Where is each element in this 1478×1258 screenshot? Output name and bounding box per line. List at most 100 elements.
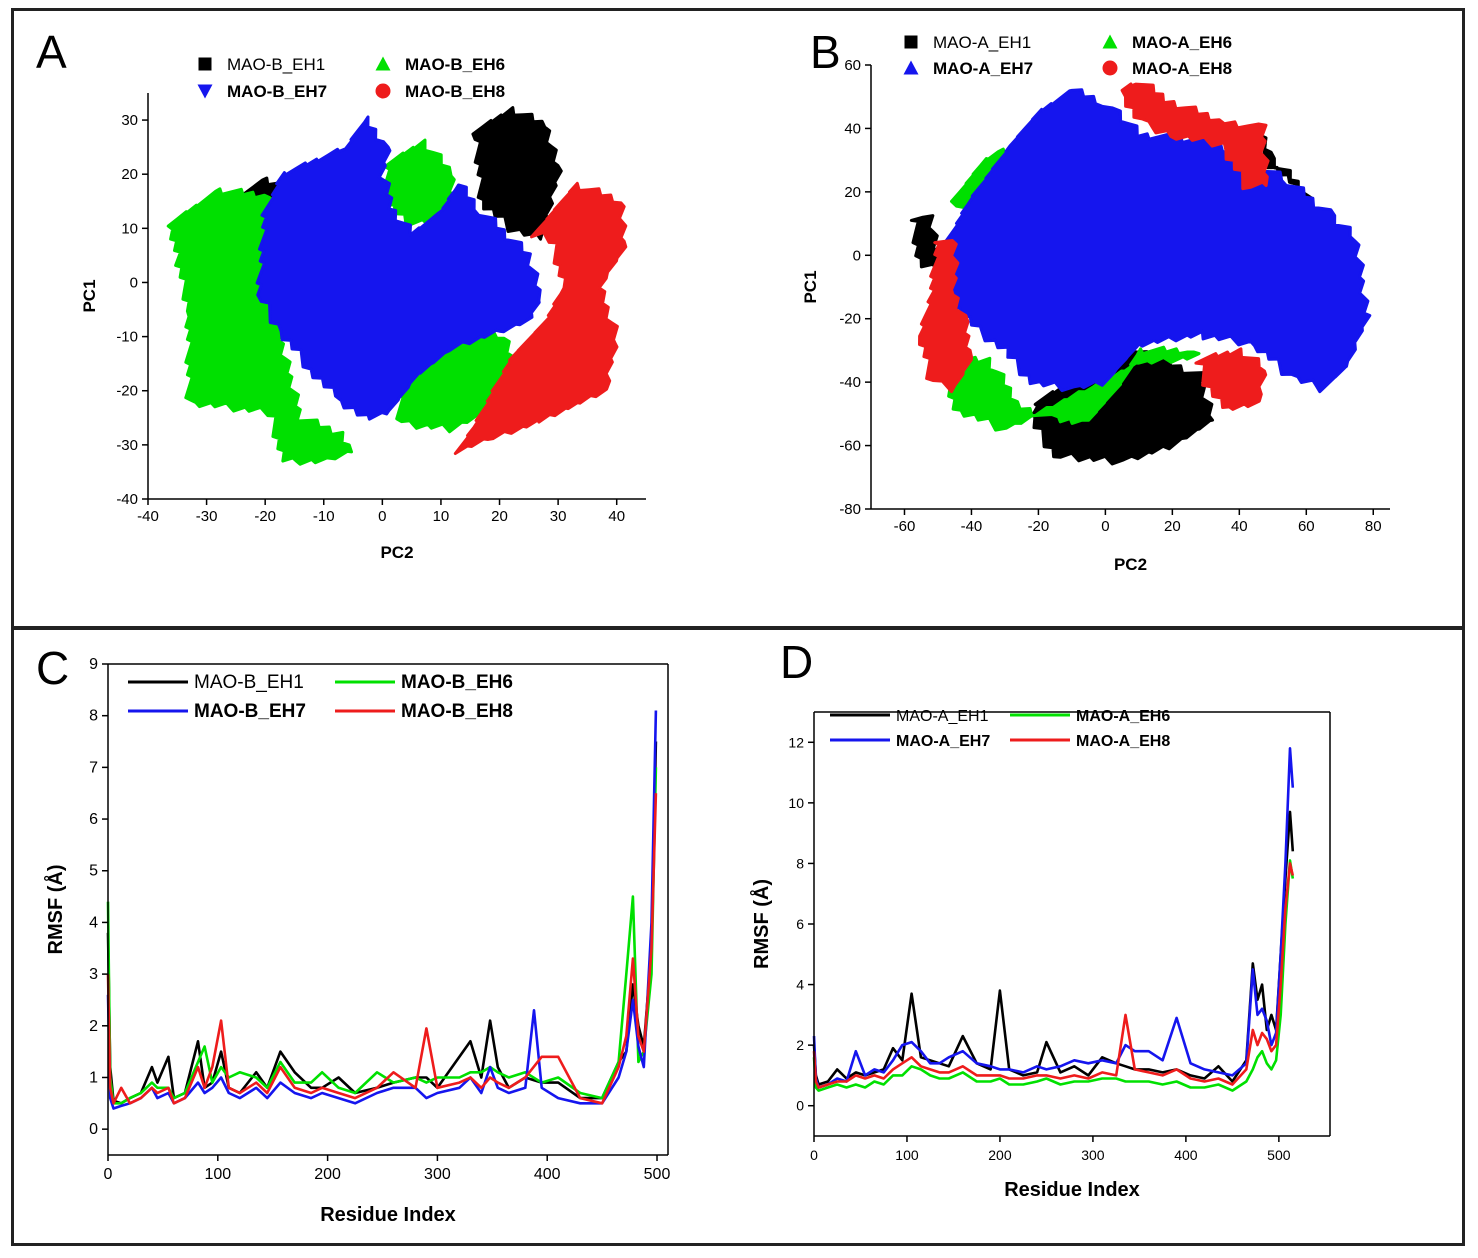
panel-b: B -60 -40 -20 0 20 40 60 80 -80 -60 -40 -20 0 20 40 60 PC… <box>801 26 1390 574</box>
x-tick-label: -10 <box>313 508 335 525</box>
legend-label: MAO-A_EH6 <box>1132 33 1232 52</box>
panel-a: A -40 -30 -20 -10 0 10 20 30 40 -40 -30 -20 -10 0 10 20 3… <box>36 26 646 562</box>
series-line-mao-b_eh1 <box>106 741 658 1105</box>
plot-area <box>106 710 658 1110</box>
legend-item: MAO-B_EH1 <box>128 672 304 693</box>
x-axis-label: Residue Index <box>1004 1179 1140 1201</box>
series-line-mao-b_eh8 <box>106 793 658 1105</box>
point-cloud-mao-a_eh8-1 <box>1120 82 1270 191</box>
legend-item: MAO-A_EH8 <box>1102 59 1232 78</box>
y-tick-label: 40 <box>844 120 861 137</box>
legend-label: MAO-A_EH6 <box>1076 708 1170 725</box>
y-tick-label: 4 <box>89 914 98 931</box>
y-tick-label: 2 <box>796 1037 804 1053</box>
x-tick-label: -20 <box>1028 518 1050 535</box>
point-cloud-mao-b_eh7-0 <box>255 115 542 421</box>
x-tick-label: 0 <box>1101 518 1109 535</box>
y-tick-label: 0 <box>796 1098 804 1114</box>
legend-label: MAO-B_EH7 <box>227 82 327 101</box>
panel-letter: B <box>810 26 841 78</box>
series-line-mao-a_eh7 <box>812 747 1295 1089</box>
x-tick-label: 60 <box>1298 518 1315 535</box>
point-cloud-mao-b_eh8-0 <box>453 181 628 455</box>
y-tick-label: 6 <box>796 916 804 932</box>
x-tick-label: 0 <box>378 508 386 525</box>
y-tick-label: 3 <box>89 966 98 983</box>
x-tick-label: 500 <box>644 1166 671 1183</box>
y-tick-label: 10 <box>788 795 804 811</box>
y-tick-label: -20 <box>116 383 138 400</box>
x-tick-label: 100 <box>204 1166 231 1183</box>
y-tick-label: 9 <box>89 656 98 673</box>
legend-label: MAO-B_EH1 <box>227 55 325 74</box>
x-tick-label: 40 <box>1231 518 1248 535</box>
legend: MAO-B_EH1 MAO-B_EH6 MAO-B_EH7 MAO-B_EH8 <box>197 55 505 101</box>
x-tick-label: 80 <box>1365 518 1382 535</box>
x-tick-label: 10 <box>433 508 450 525</box>
y-tick-label: -40 <box>116 491 138 508</box>
x-tick-label: 0 <box>810 1147 818 1163</box>
y-axis-label: PC1 <box>801 270 820 303</box>
y-tick-label: 30 <box>121 112 138 129</box>
y-tick-label: 8 <box>796 855 804 871</box>
legend-marker <box>1102 60 1118 76</box>
y-tick-label: 0 <box>130 274 138 291</box>
legend-item: MAO-A_EH1 <box>830 708 989 725</box>
x-tick-label: 20 <box>491 508 508 525</box>
panel-letter: A <box>36 26 67 78</box>
legend-label: MAO-A_EH8 <box>1076 733 1170 750</box>
x-tick-label: 400 <box>534 1166 561 1183</box>
x-tick-label: 40 <box>608 508 625 525</box>
x-tick-label: 200 <box>314 1166 341 1183</box>
x-tick-label: 500 <box>1267 1147 1291 1163</box>
legend-label: MAO-A_EH1 <box>896 708 989 725</box>
legend: MAO-A_EH1 MAO-A_EH6 MAO-A_EH7 MAO-A_EH8 <box>903 33 1232 78</box>
legend-item: MAO-A_EH6 <box>1102 33 1232 52</box>
legend-item: MAO-A_EH1 <box>904 33 1031 52</box>
x-tick-label: -40 <box>137 508 159 525</box>
legend-label: MAO-B_EH8 <box>405 82 505 101</box>
y-tick-label: 0 <box>89 1121 98 1138</box>
legend-label: MAO-B_EH6 <box>405 55 505 74</box>
plot-area <box>812 747 1295 1092</box>
y-tick-label: -80 <box>839 501 861 518</box>
legend-item: MAO-A_EH8 <box>1010 733 1170 750</box>
legend-marker <box>1102 34 1118 49</box>
y-axis-label: RMSF (Å) <box>749 879 773 969</box>
x-tick-label: 30 <box>550 508 567 525</box>
y-tick-label: 8 <box>89 708 98 725</box>
legend-item: MAO-B_EH1 <box>198 55 325 74</box>
plot-area <box>909 82 1372 466</box>
legend-label: MAO-A_EH1 <box>933 33 1031 52</box>
legend: MAO-B_EH1 MAO-B_EH6 MAO-B_EH7 MAO-B_EH8 <box>128 672 513 722</box>
y-tick-label: -30 <box>116 437 138 454</box>
legend-label: MAO-B_EH8 <box>401 701 513 722</box>
legend-item: MAO-B_EH6 <box>375 55 505 74</box>
legend-item: MAO-B_EH6 <box>335 672 513 693</box>
y-tick-label: 0 <box>853 247 861 264</box>
x-tick-label: 200 <box>988 1147 1012 1163</box>
x-axis-label: PC2 <box>1114 555 1147 574</box>
bottom-panels-frame <box>11 626 1465 1246</box>
series-line-mao-a_eh8 <box>812 862 1295 1089</box>
x-tick-label: 300 <box>424 1166 451 1183</box>
y-tick-label: 6 <box>89 811 98 828</box>
y-tick-label: 7 <box>89 759 98 776</box>
y-tick-label: 4 <box>796 977 804 993</box>
point-cloud-mao-a_eh7-0 <box>940 88 1372 394</box>
series-line-mao-a_eh1 <box>812 810 1295 1086</box>
series-line-mao-a_eh6 <box>812 859 1295 1092</box>
legend-item: MAO-B_EH7 <box>128 701 306 722</box>
legend-label: MAO-A_EH8 <box>1132 59 1232 78</box>
point-cloud-mao-b_eh1-0 <box>471 106 563 241</box>
legend-item: MAO-A_EH6 <box>1010 708 1170 725</box>
legend-marker <box>198 57 212 71</box>
legend-item: MAO-B_EH8 <box>375 82 505 101</box>
plot-area <box>166 106 628 466</box>
panel-c: C 0 100 200 300 400 500 0 1 2 3 4 5 6 7 8 9 Residue Index… <box>36 642 670 1226</box>
legend: MAO-A_EH1 MAO-A_EH6 MAO-A_EH7 MAO-A_EH8 <box>830 708 1170 750</box>
x-tick-label: -20 <box>254 508 276 525</box>
y-tick-label: 20 <box>844 184 861 201</box>
y-tick-label: 1 <box>89 1069 98 1086</box>
legend-item: MAO-B_EH8 <box>335 701 513 722</box>
